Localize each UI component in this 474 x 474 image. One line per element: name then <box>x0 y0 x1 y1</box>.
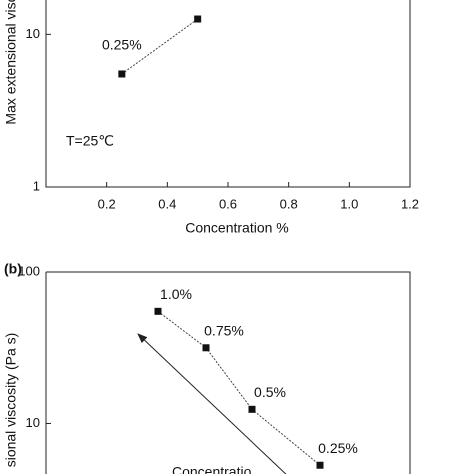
data-point <box>118 70 126 78</box>
x-tick-label: 0.8 <box>280 196 298 211</box>
x-tick-label: 1.2 <box>401 196 419 211</box>
y-tick-label: 1 <box>33 178 40 193</box>
y-axis-label: sional viscosity (Pa s) <box>3 333 19 468</box>
trend-arrow <box>137 333 287 474</box>
y-tick-label: 100 <box>18 263 40 278</box>
x-tick-label: 0.4 <box>158 196 176 211</box>
series-line <box>121 18 198 75</box>
x-axis-label: Concentration % <box>185 220 289 236</box>
axis-frame <box>45 0 411 188</box>
y-tick-label: 10 <box>26 26 40 41</box>
data-point <box>248 405 256 413</box>
y-axis-label: Max extensional visc <box>3 0 19 125</box>
annotation: T=25℃ <box>66 133 114 149</box>
axis-frame <box>45 271 411 474</box>
series-line <box>157 310 321 466</box>
point-label: 0.5% <box>254 384 286 400</box>
panel-label: (b) <box>4 261 22 277</box>
data-point <box>154 307 162 315</box>
point-label: 0.75% <box>204 322 244 338</box>
data-point <box>202 344 210 352</box>
x-tick-label: 1.0 <box>340 196 358 211</box>
y-tick-label: 10 <box>26 415 40 430</box>
point-label: 1.0% <box>160 286 192 302</box>
x-tick-label: 0.6 <box>219 196 237 211</box>
point-label: 0.25% <box>318 440 358 456</box>
point-label: 0.25% <box>102 37 142 53</box>
data-point <box>194 15 202 23</box>
annotation: Concentratio <box>172 464 252 474</box>
data-point <box>316 461 324 469</box>
x-tick-label: 0.2 <box>98 196 116 211</box>
